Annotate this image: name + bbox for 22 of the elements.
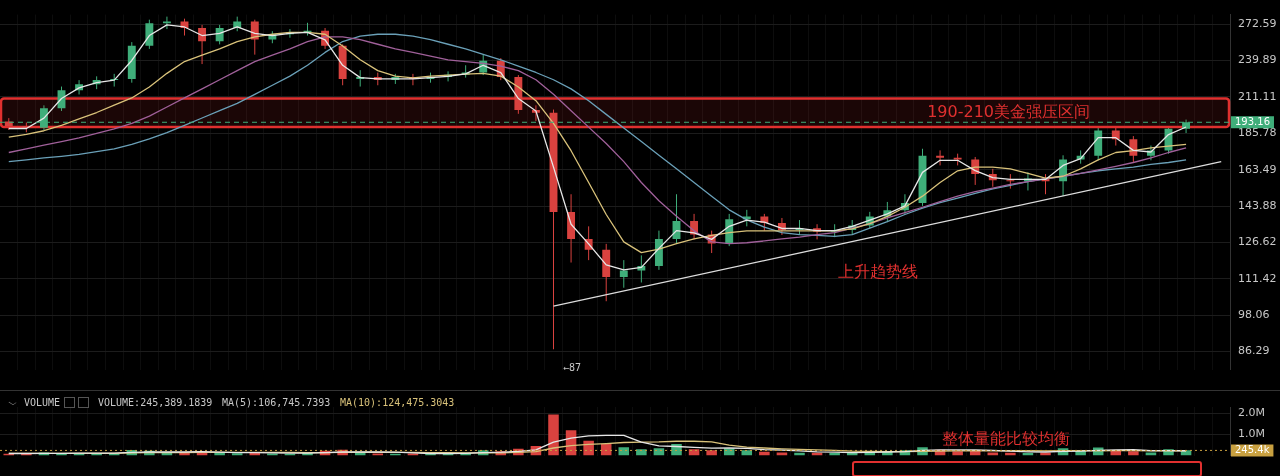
y-tick-label: 2.0M <box>1238 406 1265 420</box>
annotation: MA(5):106,745.7393 <box>222 397 331 408</box>
y-tick-label: 163.49 <box>1238 162 1277 176</box>
annotation: MA(10):124,475.3043 <box>340 397 455 408</box>
band-label: 190-210美金强压区间 <box>927 101 1091 121</box>
annotation: ←87 <box>563 362 582 373</box>
y-tick-label: 86.29 <box>1238 344 1270 358</box>
y-tick-label: 143.88 <box>1238 198 1277 212</box>
y-tick-label: 98.06 <box>1238 308 1270 322</box>
annotation: 上升趋势线 <box>838 262 918 283</box>
annotation: 整体量能比较均衡 <box>942 429 1070 450</box>
y-tick-label: 211.11 <box>1238 89 1277 103</box>
annotation: VOLUME <box>24 397 61 408</box>
annotation: VOLUME:245,389.1839 <box>98 397 213 408</box>
y-tick-label: 126.62 <box>1238 235 1277 249</box>
y-tick-label: 239.89 <box>1238 53 1277 67</box>
ref-line-label: 245.4k <box>1235 444 1270 456</box>
ref-line-label: 193.16 <box>1235 115 1270 127</box>
y-tick-label: 111.42 <box>1238 271 1277 285</box>
y-tick-label: 1.0M <box>1238 427 1265 441</box>
y-tick-label: 185.78 <box>1238 126 1277 140</box>
y-tick-label: 272.59 <box>1238 17 1277 31</box>
